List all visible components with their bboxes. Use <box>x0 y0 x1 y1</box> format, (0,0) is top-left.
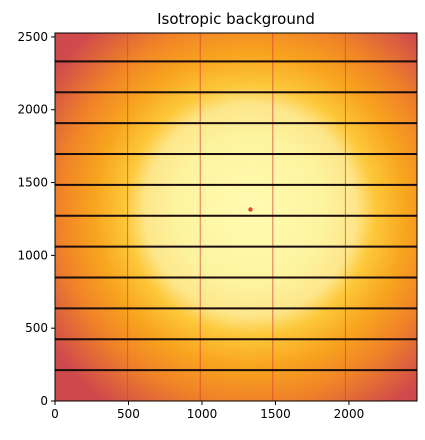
x-axis: 0 500 1000 1500 2000 <box>51 401 364 421</box>
horizontal-gap-line <box>55 276 417 279</box>
y-tick-label: 1000 <box>17 248 48 262</box>
x-tick-label: 1500 <box>260 407 291 421</box>
y-tick-label: 0 <box>40 394 48 408</box>
y-tick-label: 2000 <box>17 103 48 117</box>
plot-area <box>55 33 417 401</box>
horizontal-gap-line <box>55 183 417 186</box>
x-tick-label: 1000 <box>187 407 218 421</box>
x-tick-label: 0 <box>51 407 59 421</box>
horizontal-gap-line <box>55 60 417 63</box>
horizontal-gap-line <box>55 307 417 310</box>
y-tick-label: 500 <box>25 321 48 335</box>
horizontal-gap-line <box>55 91 417 94</box>
x-tick-label: 2000 <box>334 407 365 421</box>
horizontal-gap-line <box>55 245 417 248</box>
chart-title: Isotropic background <box>157 10 315 28</box>
horizontal-gap-line <box>55 122 417 125</box>
x-tick-label: 500 <box>117 407 140 421</box>
y-tick-label: 2500 <box>17 30 48 44</box>
horizontal-gap-line <box>55 214 417 217</box>
horizontal-module-gaps <box>55 60 417 372</box>
y-axis: 0 500 1000 1500 2000 2500 <box>17 30 55 408</box>
beam-center-marker <box>248 207 253 212</box>
horizontal-gap-line <box>55 338 417 341</box>
plot-frame <box>54 32 418 402</box>
horizontal-gap-line <box>55 153 417 156</box>
y-tick-label: 1500 <box>17 176 48 190</box>
heatmap-field <box>55 33 417 401</box>
horizontal-gap-line <box>55 369 417 372</box>
